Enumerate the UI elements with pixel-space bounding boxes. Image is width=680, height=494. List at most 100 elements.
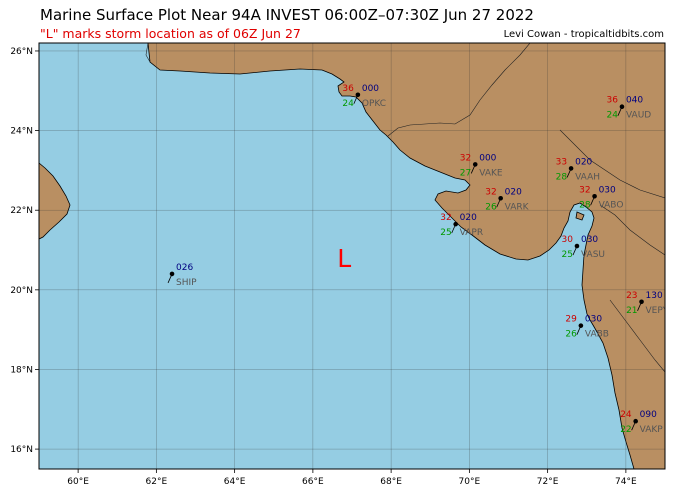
pressure-label: 026 [176, 263, 193, 273]
temperature-label: 36 [342, 84, 354, 94]
border-state-1 [559, 129, 665, 199]
lon-tick-label: 60°E [67, 477, 89, 487]
lon-tick-label: 72°E [537, 477, 559, 487]
border-pakistan-india [387, 43, 531, 137]
station-dot [355, 92, 361, 98]
station-vapr: 32 25 020 VAPR [440, 213, 483, 238]
station-vakp: 24 22 090 VAKP [620, 410, 663, 435]
dewpoint-label: 28 [556, 172, 568, 182]
station-id-label: VEPY [646, 306, 669, 316]
station-dot [592, 193, 597, 199]
dewpoint-label: 26 [485, 202, 497, 212]
station-vepy: 23 21 130 VEPY [626, 291, 669, 316]
station-dot [619, 104, 625, 110]
pressure-label: 040 [626, 96, 643, 106]
pressure-label: 130 [646, 291, 663, 301]
land-oman [39, 162, 71, 240]
chart-title: Marine Surface Plot Near 94A INVEST 06:0… [40, 6, 534, 24]
station-dot [498, 195, 503, 201]
temperature-label: 36 [607, 96, 619, 106]
station-id-label: OPKC [362, 99, 386, 109]
station-dot [574, 243, 580, 249]
station-vark: 32 26 020 VARK [485, 187, 529, 212]
station-dot [639, 299, 644, 305]
lon-tick-label: 66°E [302, 477, 324, 487]
lon-tick-label: 70°E [459, 477, 481, 487]
temperature-label: 32 [579, 185, 590, 195]
pressure-label: 030 [585, 315, 602, 325]
station-id-label: VAAH [575, 172, 600, 182]
chart-subtitle: "L" marks storm location as of 06Z Jun 2… [40, 26, 301, 41]
pressure-label: 020 [575, 157, 592, 167]
temperature-label: 33 [556, 157, 567, 167]
station-vake: 32 27 000 VAKE [460, 153, 503, 178]
pressure-label: 000 [362, 84, 379, 94]
storm-location-marker: L [337, 244, 351, 273]
border-pakistan-iran [145, 43, 151, 63]
axis-ticks: 60°E 62°E 64°E 66°E 68°E 70°E 72°E 74°E 16°N 18°N… [10, 47, 637, 487]
temperature-label: 32 [485, 187, 496, 197]
station-id-label: SHIP [176, 278, 197, 288]
border-state-3 [609, 299, 665, 373]
pressure-label: 030 [581, 235, 598, 245]
lon-tick-label: 68°E [380, 477, 402, 487]
station-vabb: 29 26 030 VABB [565, 315, 609, 340]
pressure-label: 000 [479, 153, 496, 163]
dewpoint-label: 24 [607, 111, 619, 121]
station-id-label: VASU [581, 250, 605, 260]
temperature-label: 32 [460, 153, 471, 163]
land-islet [575, 211, 585, 221]
lon-tick-label: 62°E [146, 477, 168, 487]
station-id-label: VABB [585, 330, 609, 340]
station-ship: 026 SHIP [167, 263, 197, 288]
dewpoint-label: 28 [579, 200, 591, 210]
station-vaah: 33 28 020 VAAH [556, 157, 600, 182]
lat-tick-label: 24°N [10, 127, 33, 137]
temperature-label: 23 [626, 291, 637, 301]
lon-tick-label: 64°E [224, 477, 246, 487]
dewpoint-label: 27 [460, 168, 471, 178]
pressure-label: 020 [505, 187, 522, 197]
lon-tick-label: 74°E [615, 477, 637, 487]
station-id-label: VAKP [640, 425, 664, 435]
lat-tick-label: 18°N [10, 365, 33, 375]
temperature-label: 24 [620, 410, 632, 420]
station-dot [568, 166, 574, 171]
station-id-label: VAUD [626, 111, 651, 121]
station-id-label: VAKE [479, 168, 503, 178]
station-dot [578, 323, 584, 328]
lat-lon-grid [39, 43, 665, 469]
credit-label: Levi Cowan - tropicaltidbits.com [503, 29, 664, 40]
dewpoint-label: 24 [342, 99, 354, 109]
station-dot [633, 418, 638, 424]
pressure-label: 020 [460, 213, 477, 223]
lat-tick-label: 20°N [10, 286, 33, 296]
land-india-pakistan [147, 43, 665, 469]
dewpoint-label: 25 [440, 228, 451, 238]
dewpoint-label: 21 [626, 306, 637, 316]
border-state-2 [599, 204, 665, 256]
pressure-label: 090 [640, 410, 657, 420]
station-id-label: VAPR [460, 228, 483, 238]
station-dot [453, 221, 458, 227]
station-dot [169, 271, 175, 277]
dewpoint-label: 26 [565, 330, 577, 340]
dewpoint-label: 25 [562, 250, 573, 260]
lat-tick-label: 22°N [10, 206, 33, 216]
temperature-label: 30 [562, 235, 574, 245]
station-id-label: VABO [599, 200, 624, 210]
lat-tick-label: 16°N [10, 445, 33, 455]
pressure-label: 030 [599, 185, 616, 195]
temperature-label: 29 [565, 315, 577, 325]
lat-tick-label: 26°N [10, 47, 33, 57]
station-id-label: VARK [505, 202, 530, 212]
map-frame [38, 42, 666, 470]
station-opkc: 36 24 000 OPKC [342, 84, 386, 109]
station-vaud: 36 24 040 VAUD [607, 96, 652, 121]
station-plots: 36 24 000 OPKC 36 24 040 VAUD 32 27 000 VAKE 33 28 020… [167, 84, 669, 435]
station-vabo: 32 28 030 VABO [579, 185, 623, 210]
station-vasu: 30 25 030 VASU [562, 235, 606, 260]
temperature-label: 32 [440, 213, 451, 223]
dewpoint-label: 22 [620, 425, 631, 435]
